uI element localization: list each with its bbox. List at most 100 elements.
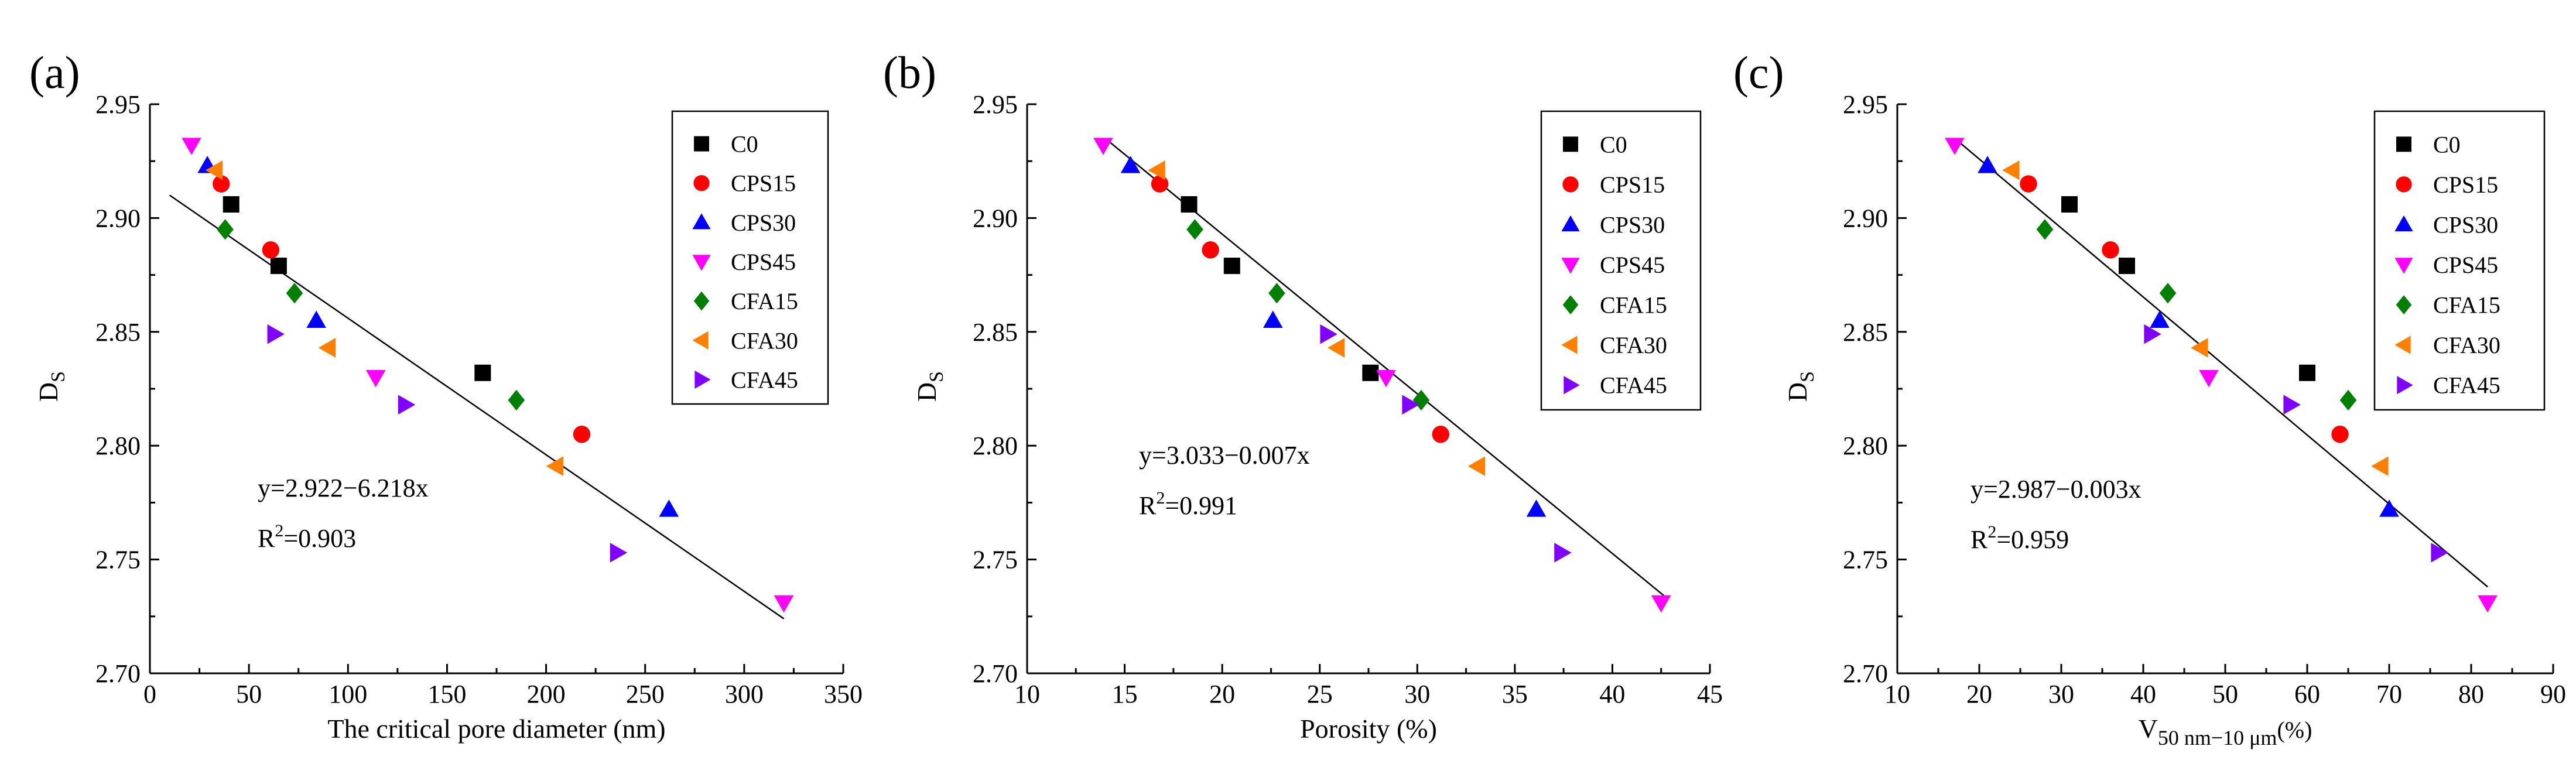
legend-label: CFA45 [1600,372,1667,399]
legend-marker-cfa15 [693,291,710,311]
fit-equation: y=2.987−0.003x [1971,475,2141,504]
data-point-cps15 [2102,241,2119,259]
legend-marker-cps45 [1561,258,1580,274]
x-axis-title: Porosity (%) [1300,714,1437,744]
x-tick-label: 70 [2376,680,2402,708]
y-tick-label: 2.70 [1843,659,1888,688]
data-point-cfa15 [2036,219,2054,240]
series-cfa15 [1186,219,1430,411]
y-axis-title-sub: S [1797,371,1818,382]
x-tick-label: 10 [1014,680,1040,708]
legend-marker-c0 [1563,136,1578,152]
data-point-cfa30 [1467,456,1486,476]
data-point-cps15 [1432,426,1449,443]
y-tick-label: 2.95 [95,90,141,119]
legend-label: CPS45 [1600,252,1665,278]
data-point-cfa45 [610,543,628,563]
legend-label: CPS15 [731,170,796,197]
linear-fit-line [1104,138,1668,599]
r-squared-sup: 2 [1987,522,1996,542]
legend-label: CFA30 [2433,332,2500,358]
series-c0 [2061,196,2315,381]
y-axis-title-sub: S [926,371,947,382]
x-tick-label: 0 [143,680,156,708]
series-cfa45 [267,324,628,563]
series-cfa45 [2144,324,2448,563]
data-point-cps45 [365,369,386,388]
fit-equation: y=2.922−6.218x [258,474,429,502]
legend-marker-cps45 [2394,258,2413,274]
chart-panel-2: (b) 10 15 20 25 30 35 40 45 2.70 2.75 2.80 2.85 2.90 2… [883,47,1723,744]
data-point-c0 [1181,196,1198,213]
series-cfa30 [2002,160,2389,476]
series-cps15 [213,175,591,443]
y-tick-label: 2.90 [95,204,141,232]
legend-marker-cps15 [2396,176,2412,193]
data-point-cfa30 [2371,456,2389,476]
data-point-cps45 [774,595,794,613]
data-point-cfa45 [1320,324,1337,344]
chart-panel-1: (a) 0 50 100 150 200 250 300 350 2.70 2.75 2.80 2.85… [29,47,863,744]
r-squared: R2=0.959 [1971,522,2069,554]
series-cps45 [1093,138,1671,613]
x-tick-label: 15 [1112,680,1138,708]
linear-fit-line [1954,138,2488,588]
data-point-cps45 [1376,369,1396,388]
data-point-cfa45 [1554,543,1572,563]
r-squared-value: =0.903 [283,524,356,553]
data-point-cps30 [2150,310,2170,328]
panel-label: (c) [1733,47,1784,98]
y-tick-label: 2.80 [95,432,141,460]
data-point-cps15 [213,175,230,193]
y-tick-label: 2.85 [95,318,141,347]
legend-marker-cfa15 [1562,295,1579,314]
y-axis-title: DS [912,371,947,402]
legend-label: C0 [731,131,758,157]
data-point-cps30 [1526,499,1547,517]
legend: C0 CPS15 CPS30 CPS45 CFA15 CFA30 CFA45 [2373,110,2546,411]
r-squared-prefix: R [1971,525,1988,554]
data-point-cps45 [1945,138,1965,155]
r-squared-sup: 2 [1156,488,1165,508]
x-axis-title-main: V [2139,714,2158,744]
y-axis-title-main: D [33,382,63,402]
data-point-cfa45 [2283,395,2301,415]
y-tick-label: 2.70 [95,659,141,688]
data-point-cfa15 [1186,219,1203,240]
x-tick-label: 60 [2294,680,2320,708]
x-axis-title: The critical pore diameter (nm) [327,714,665,744]
data-point-cfa45 [1402,395,1419,415]
data-point-cfa15 [2339,389,2357,411]
y-tick-label: 2.75 [1843,546,1888,574]
r-squared: R2=0.991 [1139,488,1237,520]
legend-label: CFA45 [2433,372,2500,399]
legend-label: C0 [2433,131,2461,157]
series-cfa30 [205,160,564,476]
y-tick-label: 2.80 [973,432,1018,460]
data-point-cps30 [1120,156,1141,173]
x-tick-label: 150 [427,680,466,708]
legend-marker-cfa45 [1564,376,1580,395]
x-tick-label: 90 [2540,680,2566,708]
data-point-cps15 [2020,175,2037,193]
legend-label: CPS45 [731,249,796,275]
data-point-cps45 [1651,595,1671,613]
x-tick-label: 20 [1209,680,1235,708]
data-point-cfa30 [546,456,564,476]
data-point-c0 [223,196,240,213]
x-tick-label: 100 [329,680,367,708]
legend-label: CFA15 [731,288,798,314]
data-point-cps30 [306,310,326,328]
data-point-cfa30 [2191,338,2208,358]
series-cps15 [1151,175,1449,443]
x-tick-label: 40 [1599,680,1625,708]
legend-label: CFA30 [1600,332,1667,358]
data-point-c0 [1362,364,1379,381]
data-point-cfa45 [2144,324,2161,344]
data-point-c0 [2299,364,2315,381]
legend-marker-cps30 [1561,215,1580,232]
legend-marker-cfa30 [692,331,709,350]
data-point-cfa45 [398,395,416,415]
data-point-c0 [1223,258,1240,275]
